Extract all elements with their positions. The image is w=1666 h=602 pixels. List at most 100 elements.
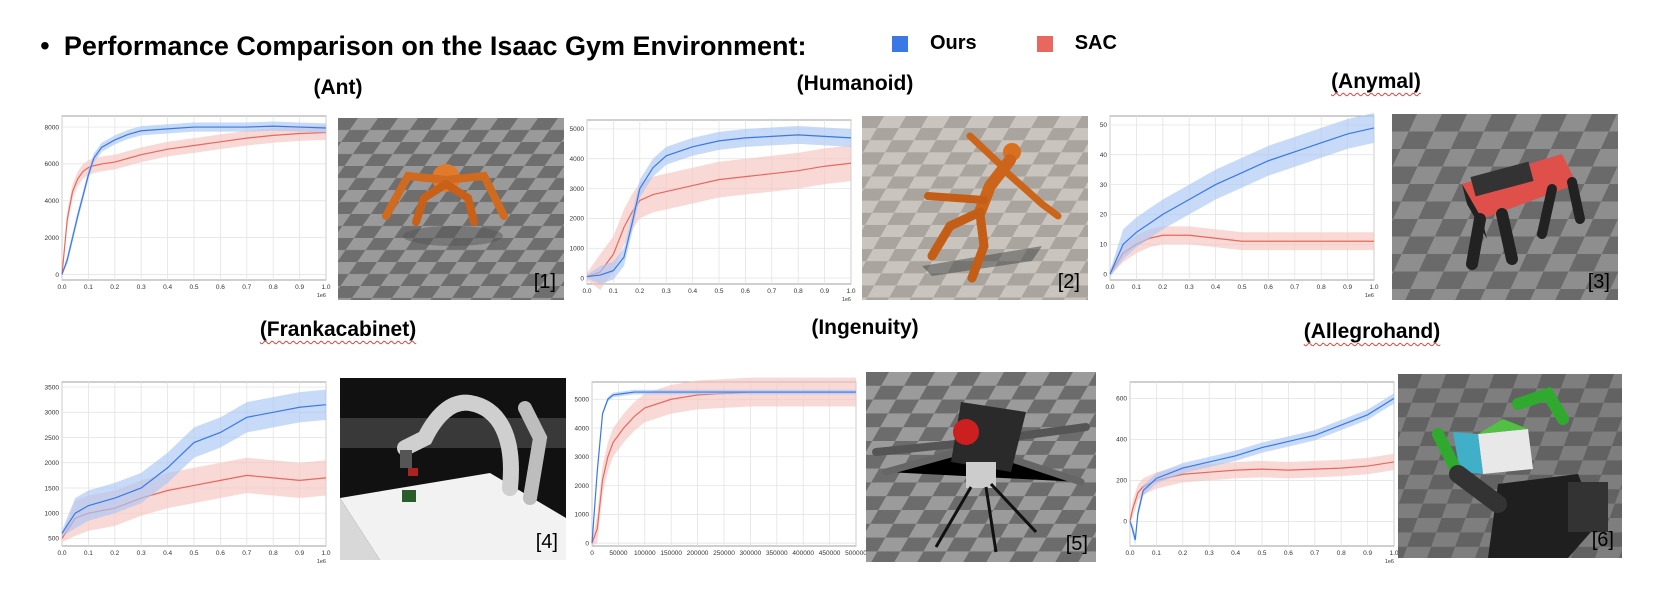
x-tick-label: 0.8	[794, 288, 803, 295]
x-tick-label: 0.2	[1178, 550, 1187, 557]
x-tick-label: 0.3	[1205, 550, 1214, 557]
band-ours	[62, 389, 326, 537]
panel-title-anymal-text: (Anymal)	[1331, 70, 1421, 93]
x-tick-label: 0.7	[242, 550, 251, 557]
page-title: Performance Comparison on the Isaac Gym …	[63, 30, 807, 61]
x-tick-label: 0.6	[216, 284, 225, 291]
chart-allegrohand: 0.0 0.1 0.2 0.3 0.4 0.5 0.6 0.7 0.8 0.9 1.0 0 200 400…	[1116, 381, 1399, 565]
x-tick-label: 1.0	[1369, 284, 1378, 291]
y-tick-label: 3000	[570, 186, 585, 193]
y-tick-label: 4000	[575, 425, 590, 432]
x-tick-label: 50000	[609, 550, 627, 557]
y-tick-label: 0	[580, 275, 584, 282]
chart-anymal: 0.0 0.1 0.2 0.3 0.4 0.5 0.6 0.7 0.8 0.9 1.0 0 10 20 30…	[1100, 113, 1379, 299]
x-tick-label: 0.5	[714, 288, 723, 295]
chart-ant: 0.0 0.1 0.2 0.3 0.4 0.5 0.6 0.7 0.8 0.9 1.0 0 2000 40…	[45, 115, 331, 299]
panel-title-allegrohand: (Allegrohand)	[1222, 320, 1522, 344]
band-ours	[1130, 393, 1394, 545]
x-scale-label: 1e6	[317, 559, 326, 565]
x-tick-label: 0.2	[1158, 284, 1167, 291]
x-tick-label: 1.0	[846, 288, 855, 295]
x-tick-label: 0.3	[137, 550, 146, 557]
series-line-ours	[1129, 397, 1395, 540]
y-tick-label: 600	[1116, 396, 1127, 403]
x-tick-label: 0.7	[242, 284, 251, 291]
panel-title-anymal: (Anymal)	[1226, 70, 1526, 94]
x-tick-label: 0.2	[110, 284, 119, 291]
band-sac	[1110, 226, 1374, 276]
y-tick-label: 0	[585, 540, 589, 547]
series-line-sac	[586, 162, 852, 278]
y-tick-label: 200	[1116, 478, 1127, 485]
allegrohand-render-icon	[1398, 374, 1622, 558]
x-tick-label: 0.5	[1257, 550, 1266, 557]
x-tick-label: 0.4	[1231, 550, 1240, 557]
x-tick-label: 0.5	[189, 284, 198, 291]
legend: Ours SAC	[892, 32, 1177, 55]
ref-4: [4]	[535, 531, 558, 553]
x-tick-label: 0.8	[1317, 284, 1326, 291]
y-tick-label: 2000	[570, 216, 585, 223]
chart-frankacabinet: 0.0 0.1 0.2 0.3 0.4 0.5 0.6 0.7 0.8 0.9 1.0 500 1000…	[45, 381, 331, 565]
band-sac	[62, 457, 326, 542]
x-scale-label: 1e6	[317, 293, 326, 299]
series-line-ours	[591, 391, 856, 544]
x-tick-label: 0.1	[84, 550, 93, 557]
x-tick-label: 0.1	[609, 288, 618, 295]
y-tick-label: 20	[1100, 212, 1108, 219]
x-tick-label: 0.2	[635, 288, 644, 295]
x-scale-label: 1e6	[1365, 293, 1374, 299]
anymal-render-icon	[1392, 114, 1618, 300]
x-tick-label: 0.0	[1105, 284, 1114, 291]
y-tick-label: 2000	[45, 460, 60, 467]
sim-image-ant: [1]	[338, 118, 564, 300]
y-tick-label: 1000	[575, 512, 590, 519]
x-tick-label: 0.7	[1310, 550, 1319, 557]
x-tick-label: 0.8	[1337, 550, 1346, 557]
y-tick-label: 40	[1100, 152, 1108, 159]
x-tick-label: 0.1	[1152, 550, 1161, 557]
x-tick-label: 0.1	[1132, 284, 1141, 291]
legend-label-ours: Ours	[930, 32, 977, 54]
series-line-ours	[61, 404, 327, 534]
ingenuity-render-icon	[866, 372, 1096, 562]
y-tick-label: 0	[1123, 519, 1127, 526]
y-tick-label: 0	[1103, 271, 1107, 278]
x-tick-label: 0.6	[741, 288, 750, 295]
x-tick-label: 0.5	[189, 550, 198, 557]
x-tick-label: 350000	[766, 550, 788, 557]
panel-title-humanoid: (Humanoid)	[796, 72, 914, 95]
x-tick-label: 0.7	[767, 288, 776, 295]
band-sac	[587, 145, 851, 290]
x-tick-label: 0.6	[216, 550, 225, 557]
ref-3: [3]	[1587, 271, 1610, 293]
x-tick-label: 0.9	[1363, 550, 1372, 557]
x-tick-label: 450000	[819, 550, 841, 557]
series-line-ours	[586, 134, 852, 278]
panel-title-ant: (Ant)	[313, 76, 363, 99]
legend-item-ours: Ours	[892, 32, 977, 55]
x-tick-label: 0.0	[57, 550, 66, 557]
chart-ingenuity: 0 50000 100000 150000 200000 250000 300000 3500…	[575, 377, 867, 557]
y-tick-label: 500	[48, 536, 59, 543]
x-scale-label: 1e6	[1385, 559, 1394, 565]
legend-item-sac: SAC	[1036, 32, 1117, 55]
ref-2: [2]	[1057, 271, 1080, 293]
y-tick-label: 5000	[570, 126, 585, 133]
band-sac	[62, 125, 326, 276]
x-tick-label: 0.8	[269, 550, 278, 557]
x-tick-label: 1.0	[321, 284, 330, 291]
sim-image-frankacabinet: [4]	[340, 378, 566, 560]
x-tick-label: 1.0	[321, 550, 330, 557]
x-tick-label: 0.2	[110, 550, 119, 557]
ant-render-icon	[338, 118, 564, 300]
x-tick-label: 1.0	[1389, 550, 1398, 557]
x-tick-label: 0.4	[163, 550, 172, 557]
chart-humanoid: 0.0 0.1 0.2 0.3 0.4 0.5 0.6 0.7 0.8 0.9 1.0 0 1000 20…	[570, 119, 856, 303]
x-tick-label: 500000	[845, 550, 867, 557]
x-tick-label: 0.4	[163, 284, 172, 291]
x-tick-label: 0	[590, 550, 594, 557]
x-tick-label: 0.7	[1290, 284, 1299, 291]
y-tick-label: 2000	[575, 483, 590, 490]
x-tick-label: 0.6	[1264, 284, 1273, 291]
